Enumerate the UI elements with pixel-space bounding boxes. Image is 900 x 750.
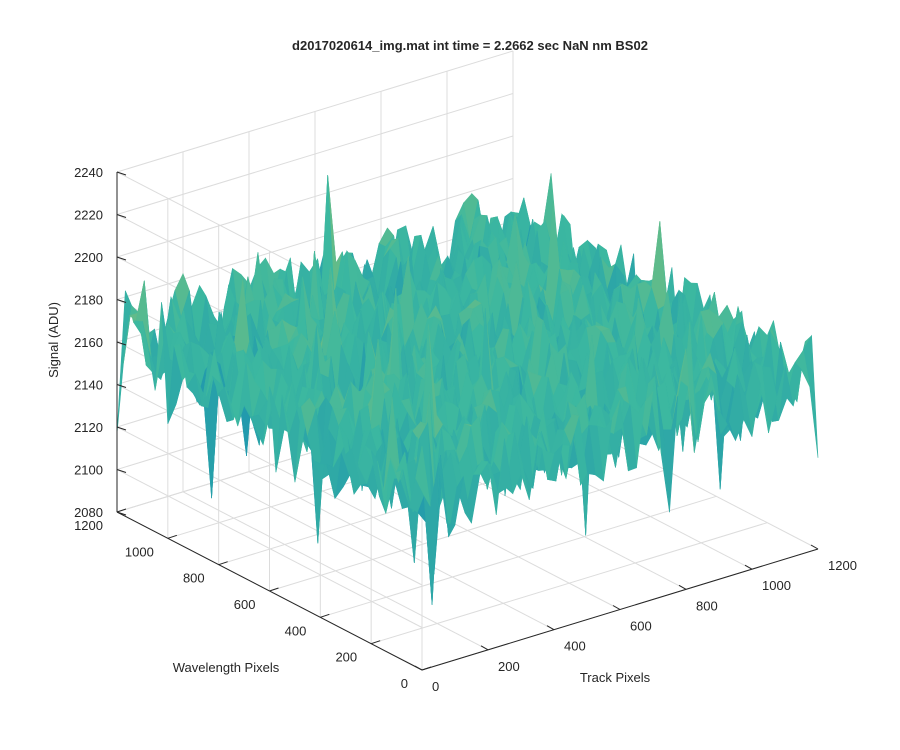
z-tick-label: 2120 bbox=[74, 420, 103, 435]
x-axis-label: Track Pixels bbox=[580, 670, 651, 685]
z-tick bbox=[116, 214, 127, 218]
x-tick-label: 1200 bbox=[828, 558, 857, 573]
wall-grid-horizontal bbox=[116, 135, 514, 258]
surface-patch bbox=[803, 334, 819, 458]
z-tick-label: 2080 bbox=[74, 505, 103, 520]
z-tick bbox=[116, 299, 127, 303]
floor-grid-y bbox=[320, 495, 717, 618]
floor-grid-y bbox=[269, 469, 666, 592]
z-tick-label: 2160 bbox=[74, 335, 103, 350]
z-axis-label: Signal (ADU) bbox=[46, 302, 61, 378]
chart-title: d2017020614_img.mat int time = 2.2662 se… bbox=[292, 38, 648, 53]
z-tick-label: 2100 bbox=[74, 463, 103, 478]
floor-grid-y bbox=[371, 522, 768, 645]
x-tick-label: 200 bbox=[498, 659, 520, 674]
y-tick bbox=[269, 587, 279, 592]
wall-grid-horizontal bbox=[116, 426, 423, 586]
y-tick-label: 1200 bbox=[74, 518, 103, 533]
y-tick-label: 0 bbox=[401, 676, 408, 691]
z-tick-label: 2140 bbox=[74, 378, 103, 393]
y-tick bbox=[218, 561, 228, 566]
x-tick-label: 0 bbox=[432, 679, 439, 694]
tick-labels: 0 200 400 600 800 1000 1200 0 200 400 600 800 1000 12… bbox=[74, 165, 857, 694]
x-tick bbox=[546, 625, 555, 631]
surface-patch bbox=[415, 446, 431, 507]
z-tick bbox=[116, 171, 127, 176]
y-tick bbox=[116, 508, 127, 513]
z-tick-label: 2180 bbox=[74, 293, 103, 308]
y-tick-label: 400 bbox=[285, 623, 307, 638]
z-tick-label: 2240 bbox=[74, 165, 103, 180]
surface-plot bbox=[116, 173, 819, 605]
z-tick bbox=[116, 341, 127, 346]
wall-grid-horizontal bbox=[116, 93, 514, 215]
y-axis-label: Wavelength Pixels bbox=[173, 660, 280, 675]
z-tick bbox=[116, 384, 127, 388]
y-tick bbox=[320, 613, 330, 618]
y-tick-label: 600 bbox=[234, 597, 256, 612]
x-tick-label: 800 bbox=[696, 598, 718, 613]
z-tick bbox=[116, 469, 127, 473]
z-tick-label: 2200 bbox=[74, 250, 103, 265]
z-tick-label: 2220 bbox=[74, 208, 103, 223]
y-tick bbox=[421, 666, 432, 671]
y-tick bbox=[371, 640, 381, 645]
y-tick-label: 200 bbox=[335, 650, 357, 665]
z-tick bbox=[116, 256, 127, 261]
x-tick bbox=[480, 645, 489, 651]
y-tick-label: 1000 bbox=[125, 544, 154, 559]
x-tick bbox=[678, 584, 687, 590]
wall-grid-horizontal bbox=[116, 50, 514, 173]
x-tick bbox=[612, 605, 621, 610]
z-tick bbox=[116, 426, 127, 431]
x-tick-label: 600 bbox=[630, 619, 652, 634]
wall-grid-horizontal bbox=[116, 469, 423, 628]
x-tick bbox=[414, 665, 423, 671]
surface-patch bbox=[116, 290, 132, 434]
y-tick bbox=[167, 534, 177, 539]
axes bbox=[116, 171, 819, 671]
x-tick bbox=[810, 544, 819, 550]
x-tick-label: 1000 bbox=[762, 578, 791, 593]
y-tick-label: 800 bbox=[183, 571, 205, 586]
x-tick-label: 400 bbox=[564, 639, 586, 654]
z-tick bbox=[116, 511, 127, 516]
x-tick bbox=[744, 564, 753, 570]
